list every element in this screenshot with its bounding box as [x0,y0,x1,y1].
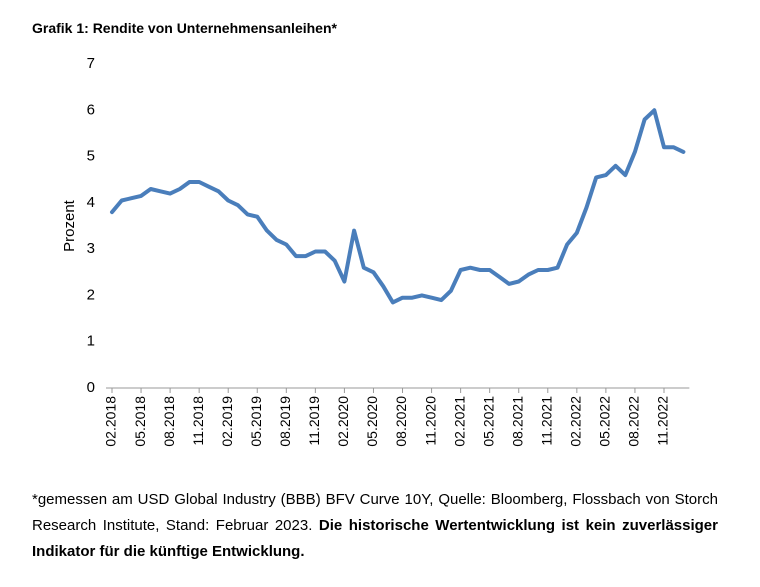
x-tick-label: 05.2018 [132,396,148,447]
x-tick-label: 08.2022 [626,396,642,447]
x-tick-label: 05.2021 [480,396,496,447]
x-tick-label: 05.2019 [248,396,264,447]
y-tick-label: 5 [87,148,95,165]
y-tick-label: 6 [87,101,95,118]
footnote: *gemessen am USD Global Industry (BBB) B… [32,487,718,565]
x-tick-label: 11.2022 [655,396,671,446]
y-axis-label: Prozent [61,199,78,252]
footnote-emphasis: Die historische Wertentwicklung ist kein… [32,517,718,560]
x-tick-label: 02.2020 [335,396,351,447]
y-tick-label: 2 [87,286,95,303]
x-tick-label: 02.2022 [568,396,584,447]
x-tick-label: 11.2018 [190,396,206,446]
x-tick-label: 02.2019 [219,396,235,447]
x-tick-label: 08.2018 [161,396,177,447]
chart-title: Grafik 1: Rendite von Unternehmensanleih… [32,20,337,36]
x-tick-label: 05.2022 [597,396,613,447]
y-tick-label: 4 [87,194,95,211]
data-line [110,108,686,305]
chart: Prozent 0 1 2 3 4 5 6 7 02.2018 05.2018 08.2018 11.2… [61,55,690,447]
y-tick-label: 3 [87,240,95,257]
x-tick-label: 08.2021 [509,396,525,447]
x-tick-label: 11.2019 [306,396,322,446]
x-tick-label: 11.2020 [422,396,438,446]
x-tick-label: 08.2020 [393,396,409,447]
x-tick-label: 05.2020 [364,396,380,447]
x-tick-label: 08.2019 [277,396,293,447]
y-tick-label: 1 [87,333,95,350]
x-tick-label: 02.2021 [451,396,467,447]
x-tick-label: 11.2021 [538,396,554,446]
y-tick-label: 7 [87,55,95,72]
footnote-text: *gemessen am USD Global Industry (BBB) B… [32,491,718,534]
y-tick-label: 0 [87,379,95,396]
x-tick-label: 02.2018 [103,396,119,447]
